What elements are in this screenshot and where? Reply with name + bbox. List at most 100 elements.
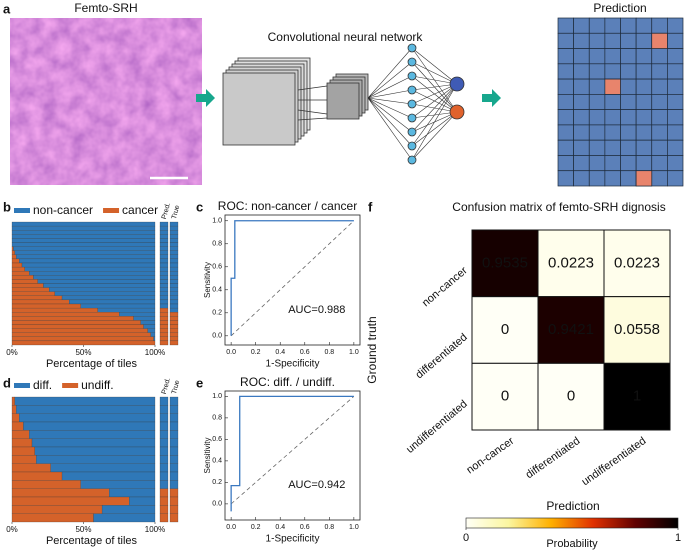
bar-segment xyxy=(11,336,154,342)
bar-segment xyxy=(129,496,156,506)
side-cell xyxy=(159,279,169,284)
side-cell xyxy=(159,254,169,260)
bar-segment xyxy=(43,283,156,288)
x-tick-label: 0% xyxy=(6,525,18,534)
side-cell xyxy=(169,496,179,506)
bar-segment xyxy=(11,312,120,317)
legend-label: undiff. xyxy=(81,378,113,392)
y-axis-label: Sensitivity xyxy=(203,437,212,473)
bar-segment xyxy=(54,291,156,296)
x-tick-label: 0.2 xyxy=(251,349,261,356)
bar-segment xyxy=(11,413,20,423)
highlight-cell xyxy=(651,32,668,49)
grid-cell xyxy=(651,124,668,141)
grid-cell xyxy=(651,78,668,95)
side-cell xyxy=(169,332,179,337)
grid-cell xyxy=(604,124,621,141)
grid-cell xyxy=(635,109,653,126)
grid-cell xyxy=(651,94,668,110)
side-cell xyxy=(159,488,169,498)
bar-segment xyxy=(23,421,156,431)
x-tick-label: 100% xyxy=(145,525,165,534)
grid-cell xyxy=(604,139,621,156)
grid-cell xyxy=(604,32,621,49)
side-cell xyxy=(159,295,169,301)
x-tick-label: 0.8 xyxy=(324,524,334,531)
heatmap-cell xyxy=(603,362,671,431)
bar-segment xyxy=(11,238,156,243)
side-cell xyxy=(159,328,169,333)
x-tick-label: 1.0 xyxy=(349,349,359,356)
side-cell xyxy=(159,271,169,276)
grid-cell xyxy=(557,78,574,95)
bar-segment xyxy=(11,303,81,309)
grid-cell xyxy=(604,17,621,34)
heatmap-cell xyxy=(537,296,605,364)
bar-segment xyxy=(29,271,156,276)
y-tick-label: 0.8 xyxy=(212,415,222,422)
side-cell xyxy=(169,505,179,514)
grid-cell xyxy=(557,109,574,126)
y-tick-label: 0.6 xyxy=(212,264,222,271)
bar-segment xyxy=(11,455,37,464)
chart-title: Confusion matrix of femto-SRH dignosis xyxy=(452,200,665,214)
grid-cell xyxy=(620,17,637,34)
cell-label: 0 xyxy=(501,321,509,338)
bar-segment xyxy=(11,234,156,239)
side-cell xyxy=(159,238,169,243)
y-tick-label: 0.0 xyxy=(212,333,222,340)
bar-segment xyxy=(11,250,15,255)
grid-cell xyxy=(620,109,637,126)
bar-segment xyxy=(11,283,44,288)
prediction-grid xyxy=(557,17,684,187)
side-column-label: Pred. xyxy=(161,202,172,220)
bar-segment xyxy=(133,316,156,321)
bar-segment xyxy=(11,430,30,439)
side-cell xyxy=(159,299,169,305)
side-cell xyxy=(169,303,179,309)
grid-cell xyxy=(588,170,606,187)
bar-segment xyxy=(11,271,30,276)
x-axis-label: Prediction xyxy=(546,499,599,513)
bar-segment xyxy=(11,287,50,292)
cell-label: 1 xyxy=(633,388,641,405)
grid-cell xyxy=(635,32,653,49)
legend-label: non-cancer xyxy=(33,203,93,217)
grid-cell xyxy=(604,155,621,172)
side-cell xyxy=(169,291,179,296)
bar-segment xyxy=(80,303,156,309)
grid-cell xyxy=(667,63,684,80)
bar-segment xyxy=(50,463,156,473)
side-cell xyxy=(169,324,179,329)
grid-cell xyxy=(620,78,637,95)
y-tick-label: 0.8 xyxy=(212,241,222,248)
cell-label: 0.0558 xyxy=(614,321,660,338)
colorbar-label: Probability xyxy=(546,538,598,550)
x-tick-label: 1.0 xyxy=(349,524,359,531)
side-cell xyxy=(159,230,169,235)
grid-cell xyxy=(557,48,574,65)
side-cell xyxy=(169,513,179,523)
grid-cell xyxy=(651,48,668,65)
bar-segment xyxy=(21,262,156,268)
bar-segment xyxy=(11,275,34,280)
side-cell xyxy=(169,238,179,243)
bar-segment xyxy=(80,480,156,489)
side-cell xyxy=(159,234,169,239)
bar-segment xyxy=(36,455,156,464)
y-category-label: differentiated xyxy=(414,331,470,381)
side-cell xyxy=(169,405,179,414)
side-cell xyxy=(159,275,169,280)
grid-cell xyxy=(573,17,590,34)
bar-segment xyxy=(19,413,156,423)
grid-cell xyxy=(573,32,590,49)
grid-cell xyxy=(557,170,574,187)
grid-cell xyxy=(635,155,653,172)
roc-curve xyxy=(230,395,354,512)
heatmap-cell xyxy=(537,362,605,431)
bar-segment xyxy=(11,405,17,414)
x-category-label: undifferentiated xyxy=(580,435,649,488)
grid-cell xyxy=(635,139,653,156)
side-cell xyxy=(169,225,179,231)
side-cell xyxy=(159,283,169,288)
